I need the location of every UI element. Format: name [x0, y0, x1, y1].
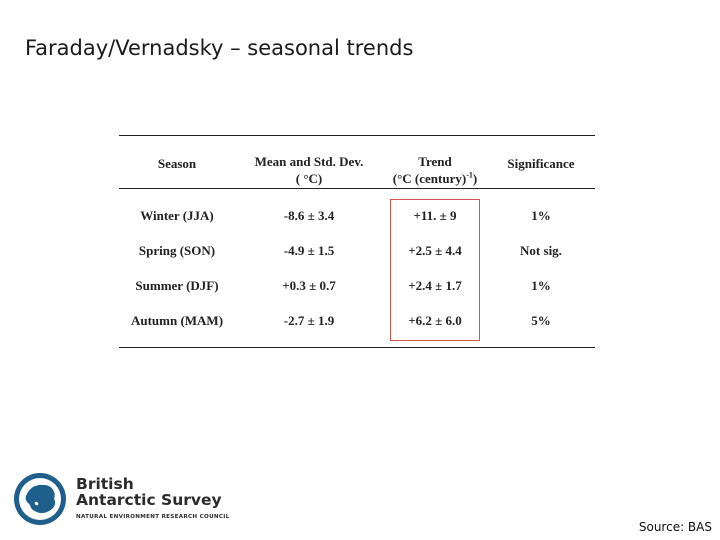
- table-top-rule: [119, 135, 595, 136]
- row-significance: 1%: [531, 208, 551, 223]
- header-trend-line1: Trend: [418, 154, 452, 169]
- header-significance: Significance: [507, 156, 575, 171]
- table-bottom-rule: [119, 347, 595, 348]
- row-mean: -2.7 ± 1.9: [283, 313, 335, 328]
- row-trend: +2.4 ± 1.7: [408, 278, 462, 293]
- row-mean: -4.9 ± 1.5: [283, 243, 335, 258]
- row-mean: +0.3 ± 0.7: [282, 278, 336, 293]
- row-trend: +11. ± 9: [413, 208, 457, 223]
- header-mean: Mean and Std. Dev. ( °C): [237, 153, 381, 187]
- row-season: Summer (DJF): [135, 278, 219, 293]
- row-significance: 5%: [531, 313, 551, 328]
- row-mean: -8.6 ± 3.4: [283, 208, 335, 223]
- logo-subtitle: NATURAL ENVIRONMENT RESEARCH COUNCIL: [76, 514, 230, 520]
- header-mean-line2: ( °C): [295, 171, 323, 186]
- row-trend: +2.5 ± 4.4: [408, 243, 462, 258]
- header-mean-line1: Mean and Std. Dev.: [254, 154, 364, 169]
- row-trend: +6.2 ± 6.0: [408, 313, 462, 328]
- header-trend: Trend (°C (century)-1): [385, 153, 485, 187]
- header-trend-close: ): [472, 171, 478, 186]
- header-season: Season: [157, 156, 197, 171]
- row-season: Autumn (MAM): [130, 313, 224, 328]
- row-season: Spring (SON): [138, 243, 216, 258]
- source-note: Source: BAS: [638, 520, 712, 534]
- slide-title: Faraday/Vernadsky – seasonal trends: [25, 36, 414, 60]
- row-significance: Not sig.: [520, 243, 562, 258]
- logo-line1: British: [76, 475, 134, 493]
- row-significance: 1%: [531, 278, 551, 293]
- header-trend-sup: -1: [466, 170, 473, 180]
- row-season: Winter (JJA): [140, 208, 214, 223]
- bas-logo: British Antarctic Survey NATURAL ENVIRON…: [13, 472, 263, 528]
- header-trend-line2: (°C (century): [392, 171, 467, 186]
- antarctica-globe-icon: [14, 473, 66, 525]
- logo-line2: Antarctic Survey: [76, 491, 222, 509]
- table-header-rule: [119, 188, 595, 189]
- trend-column-highlight: [390, 199, 480, 341]
- seasonal-trends-table: Season Mean and Std. Dev. ( °C) Trend (°…: [119, 135, 595, 349]
